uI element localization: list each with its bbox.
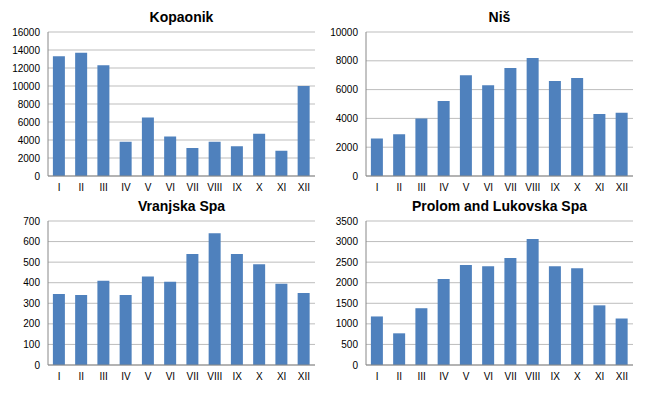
svg-text:1000: 1000 [336,318,359,329]
svg-text:4000: 4000 [18,135,41,146]
svg-text:500: 500 [341,339,358,350]
svg-text:IV: IV [439,371,449,382]
svg-text:IV: IV [439,182,449,193]
svg-text:II: II [79,182,85,193]
svg-text:VII: VII [505,182,517,193]
svg-text:VIII: VIII [207,182,222,193]
svg-text:4000: 4000 [336,113,359,124]
svg-text:VI: VI [484,371,493,382]
svg-text:300: 300 [23,298,40,309]
svg-text:VII: VII [187,371,199,382]
svg-text:II: II [397,371,403,382]
svg-text:VIII: VIII [207,371,222,382]
svg-text:VI: VI [484,182,493,193]
svg-text:IV: IV [121,182,131,193]
svg-text:III: III [417,371,425,382]
svg-text:400: 400 [23,277,40,288]
svg-text:8000: 8000 [18,99,41,110]
svg-text:XII: XII [298,182,310,193]
svg-text:VI: VI [166,371,175,382]
svg-text:0: 0 [34,360,40,371]
html-text:Niš: Niš [488,9,511,25]
svg-text:IX: IX [232,182,242,193]
svg-text:V: V [145,371,152,382]
svg-text:700: 700 [23,216,40,227]
svg-text:2500: 2500 [336,257,359,268]
svg-text:III: III [99,182,107,193]
svg-text:0: 0 [352,171,358,182]
svg-text:I: I [376,182,379,193]
svg-text:14000: 14000 [12,45,40,56]
svg-text:II: II [397,182,403,193]
svg-text:IX: IX [550,182,560,193]
svg-text:16000: 16000 [12,27,40,38]
svg-text:1500: 1500 [336,298,359,309]
svg-text:12000: 12000 [12,63,40,74]
svg-text:XII: XII [616,182,628,193]
svg-text:500: 500 [23,257,40,268]
svg-text:II: II [79,371,85,382]
svg-text:I: I [58,371,61,382]
svg-text:10000: 10000 [12,81,40,92]
svg-text:V: V [145,182,152,193]
svg-text:V: V [463,182,470,193]
svg-text:VIII: VIII [525,182,540,193]
svg-text:XI: XI [595,182,604,193]
svg-text:III: III [417,182,425,193]
html-text:Prolom and Lukovska Spa: Prolom and Lukovska Spa [412,198,587,214]
svg-text:VIII: VIII [525,371,540,382]
svg-text:0: 0 [34,171,40,182]
svg-text:IV: IV [121,371,131,382]
svg-text:6000: 6000 [336,84,359,95]
svg-text:XI: XI [595,371,604,382]
svg-text:XI: XI [277,182,286,193]
html-text:Vranjska Spa: Vranjska Spa [137,198,226,214]
svg-text:0: 0 [352,360,358,371]
svg-text:100: 100 [23,339,40,350]
svg-text:I: I [58,182,61,193]
svg-text:XII: XII [616,371,628,382]
svg-text:2000: 2000 [18,153,41,164]
html-text:Kopaonik: Kopaonik [149,9,214,25]
svg-text:3000: 3000 [336,236,359,247]
svg-text:2000: 2000 [336,277,359,288]
svg-text:XI: XI [277,371,286,382]
svg-text:200: 200 [23,318,40,329]
svg-text:X: X [574,182,581,193]
svg-text:IX: IX [550,371,560,382]
svg-text:600: 600 [23,236,40,247]
svg-text:I: I [376,371,379,382]
svg-text:IX: IX [232,371,242,382]
svg-text:2000: 2000 [336,142,359,153]
svg-text:X: X [256,182,263,193]
svg-text:VI: VI [166,182,175,193]
svg-text:X: X [256,371,263,382]
svg-text:VII: VII [505,371,517,382]
svg-text:10000: 10000 [330,27,358,38]
svg-text:XII: XII [298,371,310,382]
svg-text:III: III [99,371,107,382]
svg-text:VII: VII [187,182,199,193]
svg-text:6000: 6000 [18,117,41,128]
svg-text:8000: 8000 [336,55,359,66]
svg-text:3500: 3500 [336,216,359,227]
svg-text:X: X [574,371,581,382]
svg-text:V: V [463,371,470,382]
